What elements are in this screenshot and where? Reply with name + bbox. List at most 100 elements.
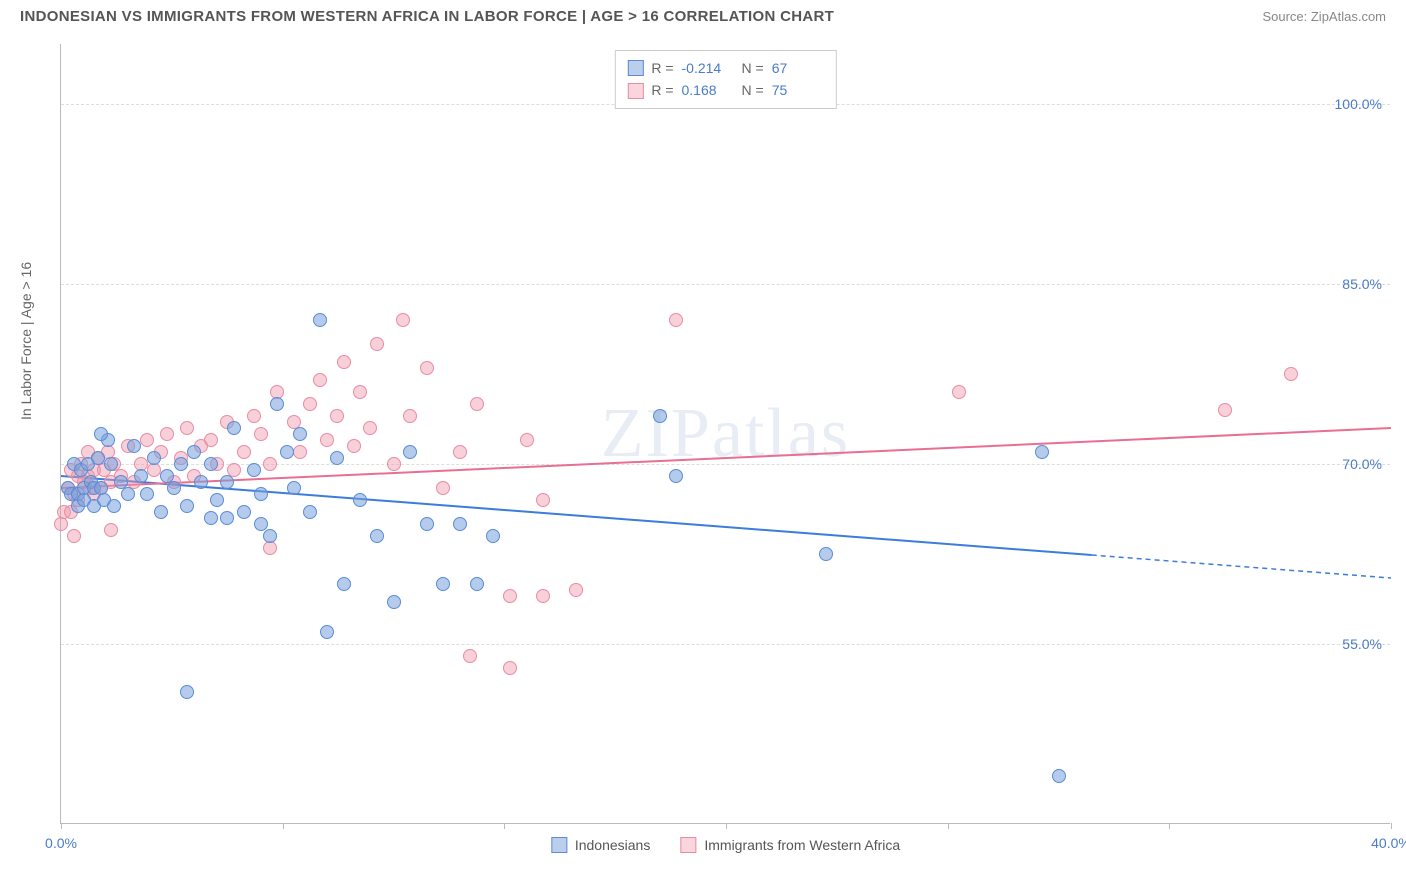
chart-header: INDONESIAN VS IMMIGRANTS FROM WESTERN AF… <box>0 0 1406 37</box>
scatter-point-blue <box>320 625 334 639</box>
scatter-point-pink <box>254 427 268 441</box>
scatter-point-blue <box>140 487 154 501</box>
scatter-point-pink <box>463 649 477 663</box>
scatter-point-blue <box>220 475 234 489</box>
scatter-point-blue <box>247 463 261 477</box>
scatter-point-pink <box>569 583 583 597</box>
scatter-point-pink <box>453 445 467 459</box>
x-tick-label: 0.0% <box>45 835 77 851</box>
scatter-point-pink <box>403 409 417 423</box>
scatter-point-pink <box>263 541 277 555</box>
x-tick <box>504 823 505 829</box>
scatter-point-pink <box>263 457 277 471</box>
scatter-point-pink <box>313 373 327 387</box>
scatter-point-pink <box>330 409 344 423</box>
x-tick-label: 40.0% <box>1371 835 1406 851</box>
scatter-point-blue <box>1052 769 1066 783</box>
scatter-point-pink <box>436 481 450 495</box>
legend-n-label: N = <box>742 79 764 101</box>
scatter-point-pink <box>320 433 334 447</box>
scatter-point-blue <box>337 577 351 591</box>
legend-series-label: Immigrants from Western Africa <box>704 837 900 853</box>
scatter-point-blue <box>210 493 224 507</box>
scatter-point-blue <box>669 469 683 483</box>
scatter-point-blue <box>134 469 148 483</box>
x-tick <box>726 823 727 829</box>
scatter-point-blue <box>254 517 268 531</box>
scatter-point-pink <box>104 523 118 537</box>
scatter-point-pink <box>503 589 517 603</box>
scatter-point-blue <box>353 493 367 507</box>
scatter-point-pink <box>952 385 966 399</box>
legend-item: Indonesians <box>551 837 651 853</box>
scatter-point-blue <box>403 445 417 459</box>
scatter-point-pink <box>669 313 683 327</box>
scatter-point-pink <box>160 427 174 441</box>
legend-row: R = 0.168 N = 75 <box>627 79 823 101</box>
scatter-point-blue <box>147 451 161 465</box>
y-axis-label: In Labor Force | Age > 16 <box>18 262 34 420</box>
chart-source: Source: ZipAtlas.com <box>1262 9 1386 24</box>
scatter-point-pink <box>536 589 550 603</box>
scatter-point-blue <box>330 451 344 465</box>
legend-row: R = -0.214 N = 67 <box>627 57 823 79</box>
scatter-point-blue <box>180 499 194 513</box>
chart-plot-area: ZIPatlas 55.0%70.0%85.0%100.0% 0.0%40.0%… <box>60 44 1390 824</box>
x-tick <box>1169 823 1170 829</box>
legend-n-value: 75 <box>772 79 824 101</box>
scatter-point-blue <box>94 427 108 441</box>
scatter-point-blue <box>220 511 234 525</box>
scatter-point-pink <box>1284 367 1298 381</box>
scatter-point-blue <box>293 427 307 441</box>
legend-swatch-pink <box>627 83 643 99</box>
scatter-point-blue <box>263 529 277 543</box>
x-tick <box>1391 823 1392 829</box>
scatter-point-blue <box>1035 445 1049 459</box>
legend-series-label: Indonesians <box>575 837 651 853</box>
scatter-point-pink <box>204 433 218 447</box>
scatter-point-blue <box>270 397 284 411</box>
scatter-point-blue <box>453 517 467 531</box>
scatter-point-blue <box>313 313 327 327</box>
correlation-legend: R = -0.214 N = 67 R = 0.168 N = 75 <box>614 50 836 109</box>
scatter-point-blue <box>107 499 121 513</box>
scatter-point-pink <box>337 355 351 369</box>
x-tick <box>283 823 284 829</box>
legend-r-value: -0.214 <box>682 57 734 79</box>
scatter-point-blue <box>174 457 188 471</box>
x-tick <box>948 823 949 829</box>
scatter-point-blue <box>370 529 384 543</box>
scatter-point-pink <box>67 529 81 543</box>
scatter-point-blue <box>204 457 218 471</box>
scatter-point-blue <box>486 529 500 543</box>
legend-r-label: R = <box>651 79 673 101</box>
scatter-point-blue <box>254 487 268 501</box>
scatter-point-blue <box>653 409 667 423</box>
legend-item: Immigrants from Western Africa <box>680 837 900 853</box>
scatter-point-blue <box>127 439 141 453</box>
scatter-point-pink <box>353 385 367 399</box>
scatter-point-blue <box>167 481 181 495</box>
legend-swatch-blue <box>627 60 643 76</box>
scatter-point-pink <box>470 397 484 411</box>
scatter-point-blue <box>280 445 294 459</box>
scatter-point-blue <box>91 451 105 465</box>
scatter-point-blue <box>470 577 484 591</box>
scatter-point-blue <box>104 457 118 471</box>
scatter-point-blue <box>180 685 194 699</box>
series-legend: Indonesians Immigrants from Western Afri… <box>551 837 900 853</box>
scatter-point-pink <box>237 445 251 459</box>
scatter-point-pink <box>147 463 161 477</box>
legend-r-value: 0.168 <box>682 79 734 101</box>
scatter-point-pink <box>420 361 434 375</box>
scatter-point-blue <box>303 505 317 519</box>
scatter-point-blue <box>819 547 833 561</box>
legend-n-value: 67 <box>772 57 824 79</box>
scatter-point-pink <box>1218 403 1232 417</box>
x-tick <box>61 823 62 829</box>
scatter-point-pink <box>180 421 194 435</box>
scatter-point-pink <box>396 313 410 327</box>
legend-n-label: N = <box>742 57 764 79</box>
scatter-point-pink <box>370 337 384 351</box>
scatter-point-blue <box>187 445 201 459</box>
